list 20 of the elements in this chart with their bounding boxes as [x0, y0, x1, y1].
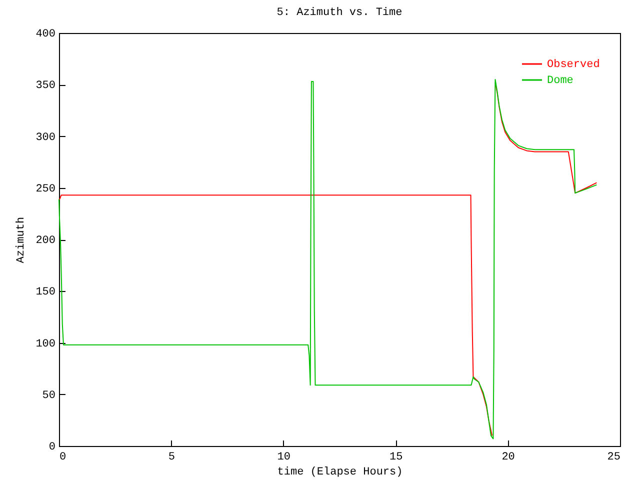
x-tick-label: 0 [60, 452, 66, 464]
y-tick-label: 0 [48, 442, 56, 454]
x-tick-label: 20 [502, 452, 515, 464]
x-tick-label: 15 [390, 452, 403, 464]
x-tick-label: 25 [607, 452, 620, 464]
x-axis-title: time (Elapse Hours) [277, 466, 403, 478]
y-tick-label: 200 [36, 235, 56, 247]
legend-label: Observed [547, 59, 600, 71]
x-tick-label: 5 [168, 452, 176, 464]
y-tick-label: 350 [36, 80, 56, 92]
chart-title: 5: Azimuth vs. Time [276, 7, 402, 19]
y-tick-label: 50 [42, 390, 56, 402]
y-tick-label: 100 [36, 338, 56, 350]
legend-label: Dome [547, 75, 574, 87]
x-tick-label: 10 [277, 452, 290, 464]
y-tick-label: 300 [36, 132, 56, 144]
y-tick-label: 150 [36, 286, 56, 299]
y-tick-label: 400 [36, 28, 56, 40]
y-axis-title: Azimuth [16, 216, 28, 264]
y-tick-label: 250 [36, 183, 56, 196]
